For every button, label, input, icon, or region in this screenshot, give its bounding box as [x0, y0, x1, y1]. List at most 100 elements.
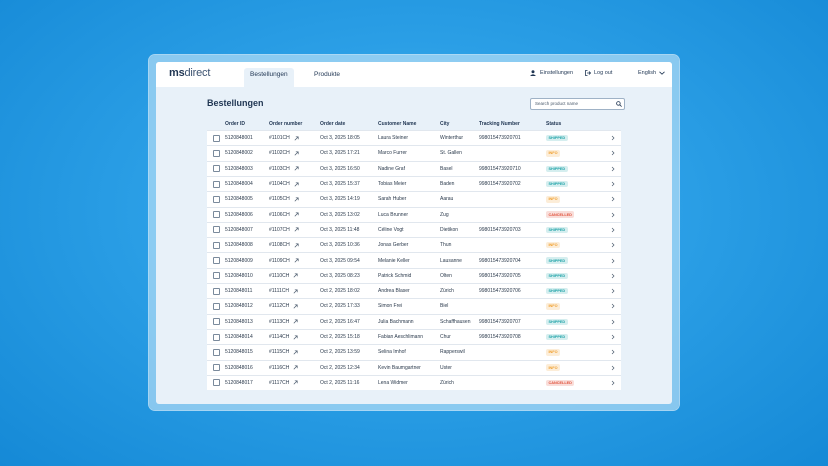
table-cell[interactable]: #1115CH — [269, 345, 298, 359]
order-row[interactable]: 5120848007 #1107CH Oct 3, 2025 11:48 Céline… — [207, 221, 621, 237]
order-row[interactable]: 5120848008 #1108CH Oct 3, 2025 10:36 Jonas … — [207, 237, 621, 252]
table-cell: Oct 3, 2025 16:50 — [320, 162, 360, 176]
table-cell[interactable]: #1116CH — [269, 361, 298, 375]
row-chevron[interactable] — [611, 146, 615, 160]
table-cell[interactable]: #1112CH — [269, 299, 298, 313]
row-chevron[interactable] — [611, 376, 615, 390]
table-cell[interactable]: #1110CH — [269, 269, 298, 283]
logout-link[interactable]: Log out — [585, 70, 612, 76]
logo-suffix: direct — [184, 67, 211, 79]
table-cell: Basel — [440, 162, 453, 176]
order-row[interactable]: 5120848010 #1110CH Oct 3, 2025 08:23 Patric… — [207, 267, 621, 283]
row-chevron[interactable] — [611, 223, 615, 237]
row-checkbox[interactable] — [213, 364, 220, 372]
row-checkbox[interactable] — [213, 272, 220, 280]
external-link-icon — [293, 334, 298, 339]
row-checkbox[interactable] — [213, 318, 220, 326]
row-checkbox[interactable] — [213, 226, 220, 234]
row-checkbox[interactable] — [213, 379, 220, 387]
table-cell[interactable]: #1103CH — [269, 162, 299, 176]
row-checkbox[interactable] — [213, 287, 220, 295]
row-chevron[interactable] — [611, 345, 615, 359]
table-cell: Oct 3, 2025 14:19 — [320, 192, 360, 206]
table-cell: Tobias Meier — [378, 177, 406, 191]
settings-link[interactable]: Einstellungen — [530, 70, 573, 76]
table-cell[interactable]: #1117CH — [269, 376, 298, 390]
table-cell[interactable]: #1114CH — [269, 330, 298, 344]
table-cell[interactable]: #1113CH — [269, 315, 298, 329]
cell-text: Biel — [440, 303, 449, 310]
row-checkbox[interactable] — [213, 257, 220, 265]
order-row[interactable]: 5120848014 #1114CH Oct 2, 2025 15:18 Fabian… — [207, 328, 621, 344]
language-label: English — [638, 70, 657, 76]
table-cell[interactable]: #1109CH — [269, 253, 299, 267]
table-cell: 998015473920704 — [479, 253, 521, 267]
row-chevron[interactable] — [611, 208, 615, 222]
order-row[interactable]: 5120848015 #1115CH Oct 2, 2025 13:59 Selina… — [207, 344, 621, 359]
order-row[interactable]: 5120848016 #1116CH Oct 2, 2025 12:34 Kevin … — [207, 359, 621, 375]
table-cell: Thun — [440, 238, 451, 252]
order-row[interactable]: 5120848003 #1103CH Oct 3, 2025 16:50 Nadine… — [207, 160, 621, 176]
user-icon — [530, 70, 536, 76]
row-checkbox[interactable] — [213, 134, 220, 142]
order-row[interactable]: 5120848004 #1104CH Oct 3, 2025 15:37 Tobias… — [207, 175, 621, 191]
row-chevron[interactable] — [611, 192, 615, 206]
table-cell[interactable]: #1102CH — [269, 146, 299, 160]
page-title: Bestellungen — [207, 98, 264, 108]
table-cell: Oct 3, 2025 09:54 — [320, 253, 360, 267]
table-cell[interactable]: #1111CH — [269, 284, 298, 298]
order-row[interactable]: 5120848005 #1105CH Oct 3, 2025 14:19 Sarah … — [207, 191, 621, 206]
row-chevron[interactable] — [611, 269, 615, 283]
table-cell[interactable]: #1106CH — [269, 208, 299, 222]
row-checkbox[interactable] — [213, 211, 220, 219]
order-row[interactable]: 5120848001 #1101CH Oct 3, 2025 18:05 Laura … — [207, 130, 621, 145]
cell-text: Céline Vogt — [378, 226, 404, 233]
row-checkbox[interactable] — [213, 149, 220, 157]
row-chevron[interactable] — [611, 284, 615, 298]
row-chevron[interactable] — [611, 177, 615, 191]
row-checkbox[interactable] — [213, 333, 220, 341]
order-row[interactable]: 5120848009 #1109CH Oct 3, 2025 09:54 Melani… — [207, 252, 621, 267]
cell-text: Uster — [440, 364, 452, 371]
logo[interactable]: msdirect — [169, 67, 210, 79]
order-row[interactable]: 5120848017 #1117CH Oct 2, 2025 11:16 Lena W… — [207, 374, 621, 390]
nav-tab[interactable]: Bestellungen — [244, 68, 294, 87]
table-cell[interactable]: #1101CH — [269, 131, 299, 145]
language-select[interactable]: English — [638, 70, 665, 76]
nav-tab[interactable]: Produkte — [314, 71, 341, 78]
row-checkbox[interactable] — [213, 195, 220, 203]
row-checkbox[interactable] — [213, 180, 220, 188]
order-row[interactable]: 5120848006 #1106CH Oct 3, 2025 13:02 Luca B… — [207, 206, 621, 222]
row-chevron[interactable] — [611, 238, 615, 252]
row-chevron[interactable] — [611, 253, 615, 267]
order-row[interactable]: 5120848012 #1112CH Oct 2, 2025 17:33 Simon … — [207, 298, 621, 313]
external-link-icon — [293, 365, 298, 370]
table-cell: Schaffhausen — [440, 315, 471, 329]
table-cell[interactable]: #1107CH — [269, 223, 299, 237]
row-checkbox[interactable] — [213, 165, 220, 173]
row-chevron[interactable] — [611, 299, 615, 313]
status-badge: SHIPPED — [546, 226, 568, 234]
table-cell[interactable]: #1105CH — [269, 192, 299, 206]
row-chevron[interactable] — [611, 162, 615, 176]
external-link-icon — [294, 227, 299, 232]
order-row[interactable]: 5120848002 #1102CH Oct 3, 2025 17:21 Marco … — [207, 145, 621, 160]
order-row[interactable]: 5120848011 #1111CH Oct 2, 2025 18:02 Andrea… — [207, 283, 621, 298]
row-checkbox[interactable] — [213, 241, 220, 249]
table-cell: Patrick Schmid — [378, 269, 411, 283]
table-cell[interactable]: #1108CH — [269, 238, 299, 252]
row-chevron[interactable] — [611, 131, 615, 145]
search-input[interactable]: Search product name — [530, 98, 625, 110]
row-checkbox[interactable] — [213, 302, 220, 310]
order-row[interactable]: 5120848013 #1113CH Oct 2, 2025 16:47 Julia … — [207, 313, 621, 329]
table-cell: Lena Widmer — [378, 376, 408, 390]
row-checkbox[interactable] — [213, 348, 220, 356]
row-chevron[interactable] — [611, 330, 615, 344]
chevron-right — [611, 151, 615, 156]
table-cell: Laura Steiner — [378, 131, 408, 145]
search-placeholder: Search product name — [535, 101, 579, 106]
row-chevron[interactable] — [611, 315, 615, 329]
cell-text: 5120848016 — [225, 364, 253, 371]
table-cell[interactable]: #1104CH — [269, 177, 299, 191]
row-chevron[interactable] — [611, 361, 615, 375]
